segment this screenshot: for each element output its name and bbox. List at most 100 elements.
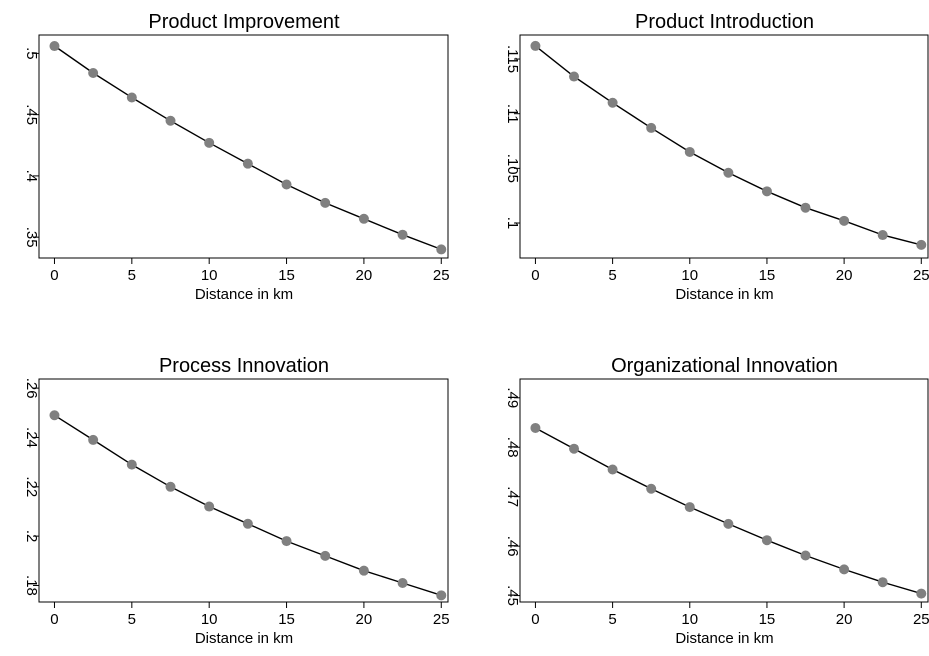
y-tick-label: .49 <box>504 387 521 408</box>
y-tick-label: .22 <box>23 476 40 497</box>
data-point <box>88 67 99 78</box>
data-point <box>916 588 927 599</box>
data-point <box>761 535 772 546</box>
x-tick-label: 20 <box>836 611 853 628</box>
x-tick-label: 0 <box>531 611 539 628</box>
plot-frame <box>519 378 929 603</box>
panel-3: Process Innovation 0 5 10 15 20 25 Distance in … <box>23 355 450 647</box>
x-tick-label: 25 <box>913 267 929 284</box>
data-point <box>530 422 541 433</box>
data-point <box>165 481 176 492</box>
y-tick-label: .26 <box>23 378 40 399</box>
panel-1: Product Improvement 0 5 10 15 20 25 Distance in… <box>23 11 450 303</box>
data-point <box>684 146 695 157</box>
chart-title: Organizational Innovation <box>611 355 838 377</box>
x-tick-label: 10 <box>201 611 218 628</box>
x-tick-label: 10 <box>681 611 698 628</box>
data-point <box>242 518 253 529</box>
x-tick-label: 15 <box>278 611 295 628</box>
data-point <box>723 167 734 178</box>
x-tick-label: 25 <box>433 267 450 284</box>
x-tick-label: 25 <box>433 611 450 628</box>
data-point <box>126 459 137 470</box>
y-tick-label: .5 <box>23 47 40 60</box>
data-point <box>49 41 60 52</box>
data-point <box>607 464 618 475</box>
series-line <box>54 45 442 251</box>
x-tick-label: 0 <box>50 611 58 628</box>
data-point <box>877 230 888 241</box>
data-point <box>320 550 331 561</box>
data-point <box>839 215 850 226</box>
plot-frame <box>38 378 449 603</box>
data-point <box>607 97 618 108</box>
chart-title: Product Improvement <box>148 11 340 33</box>
x-tick-label: 10 <box>681 267 698 284</box>
y-tick-label: .35 <box>23 227 40 248</box>
x-tick-label: 15 <box>278 267 295 284</box>
data-point <box>569 71 580 82</box>
data-point <box>761 186 772 197</box>
y-tick-label: .115 <box>504 45 521 73</box>
plot-frame <box>38 34 449 259</box>
plot-frame <box>519 34 929 259</box>
data-point <box>436 590 447 601</box>
x-tick-label: 20 <box>356 611 373 628</box>
data-point <box>839 564 850 575</box>
y-tick-label: .2 <box>23 530 40 543</box>
data-point <box>436 244 447 255</box>
y-tick-label: .47 <box>504 486 521 507</box>
x-tick-label: 20 <box>356 267 373 284</box>
x-tick-label: 10 <box>201 267 218 284</box>
x-axis-label: Distance in km <box>675 286 773 303</box>
data-point <box>877 577 888 588</box>
data-point <box>723 518 734 529</box>
y-tick-label: .18 <box>23 575 40 596</box>
data-point <box>281 179 292 190</box>
y-tick-label: .1 <box>504 217 521 230</box>
data-point <box>204 137 215 148</box>
data-point <box>204 501 215 512</box>
series-line <box>54 414 442 596</box>
x-tick-label: 20 <box>836 267 853 284</box>
data-point <box>281 536 292 547</box>
x-tick-label: 5 <box>128 267 136 284</box>
x-tick-label: 5 <box>608 611 616 628</box>
data-point <box>88 434 99 445</box>
y-tick-label: .105 <box>504 154 521 183</box>
data-point <box>646 122 657 133</box>
x-tick-label: 25 <box>913 611 929 628</box>
series-line <box>535 427 922 595</box>
data-point <box>242 158 253 169</box>
chart-title: Process Innovation <box>159 355 329 377</box>
series-line <box>534 45 922 246</box>
x-axis-label: Distance in km <box>675 630 773 647</box>
data-point <box>358 213 369 224</box>
data-point <box>165 115 176 126</box>
data-point <box>397 229 408 240</box>
data-point <box>320 197 331 208</box>
data-point <box>358 565 369 576</box>
y-tick-label: .11 <box>504 104 521 124</box>
data-point <box>49 410 60 421</box>
y-tick-label: .46 <box>504 536 521 557</box>
x-tick-label: 0 <box>531 267 539 284</box>
panel-2: Product Introduction 0 5 10 15 20 25 Distance i… <box>504 11 929 303</box>
data-point <box>646 483 657 494</box>
data-point <box>916 239 927 250</box>
data-point <box>569 443 580 454</box>
x-tick-label: 15 <box>759 267 776 284</box>
x-axis-label: Distance in km <box>195 630 293 647</box>
data-point <box>684 502 695 513</box>
data-point <box>530 40 541 51</box>
chart-title: Product Introduction <box>635 11 814 33</box>
data-point <box>800 202 811 213</box>
y-tick-label: .45 <box>23 104 40 125</box>
y-tick-label: .24 <box>23 427 40 448</box>
panel-4: Organizational Innovation 0 5 10 15 20 25 Dista… <box>504 355 929 647</box>
x-tick-label: 0 <box>50 267 58 284</box>
x-axis-label: Distance in km <box>195 286 293 303</box>
data-point <box>126 92 137 103</box>
y-tick-label: .4 <box>23 170 40 183</box>
